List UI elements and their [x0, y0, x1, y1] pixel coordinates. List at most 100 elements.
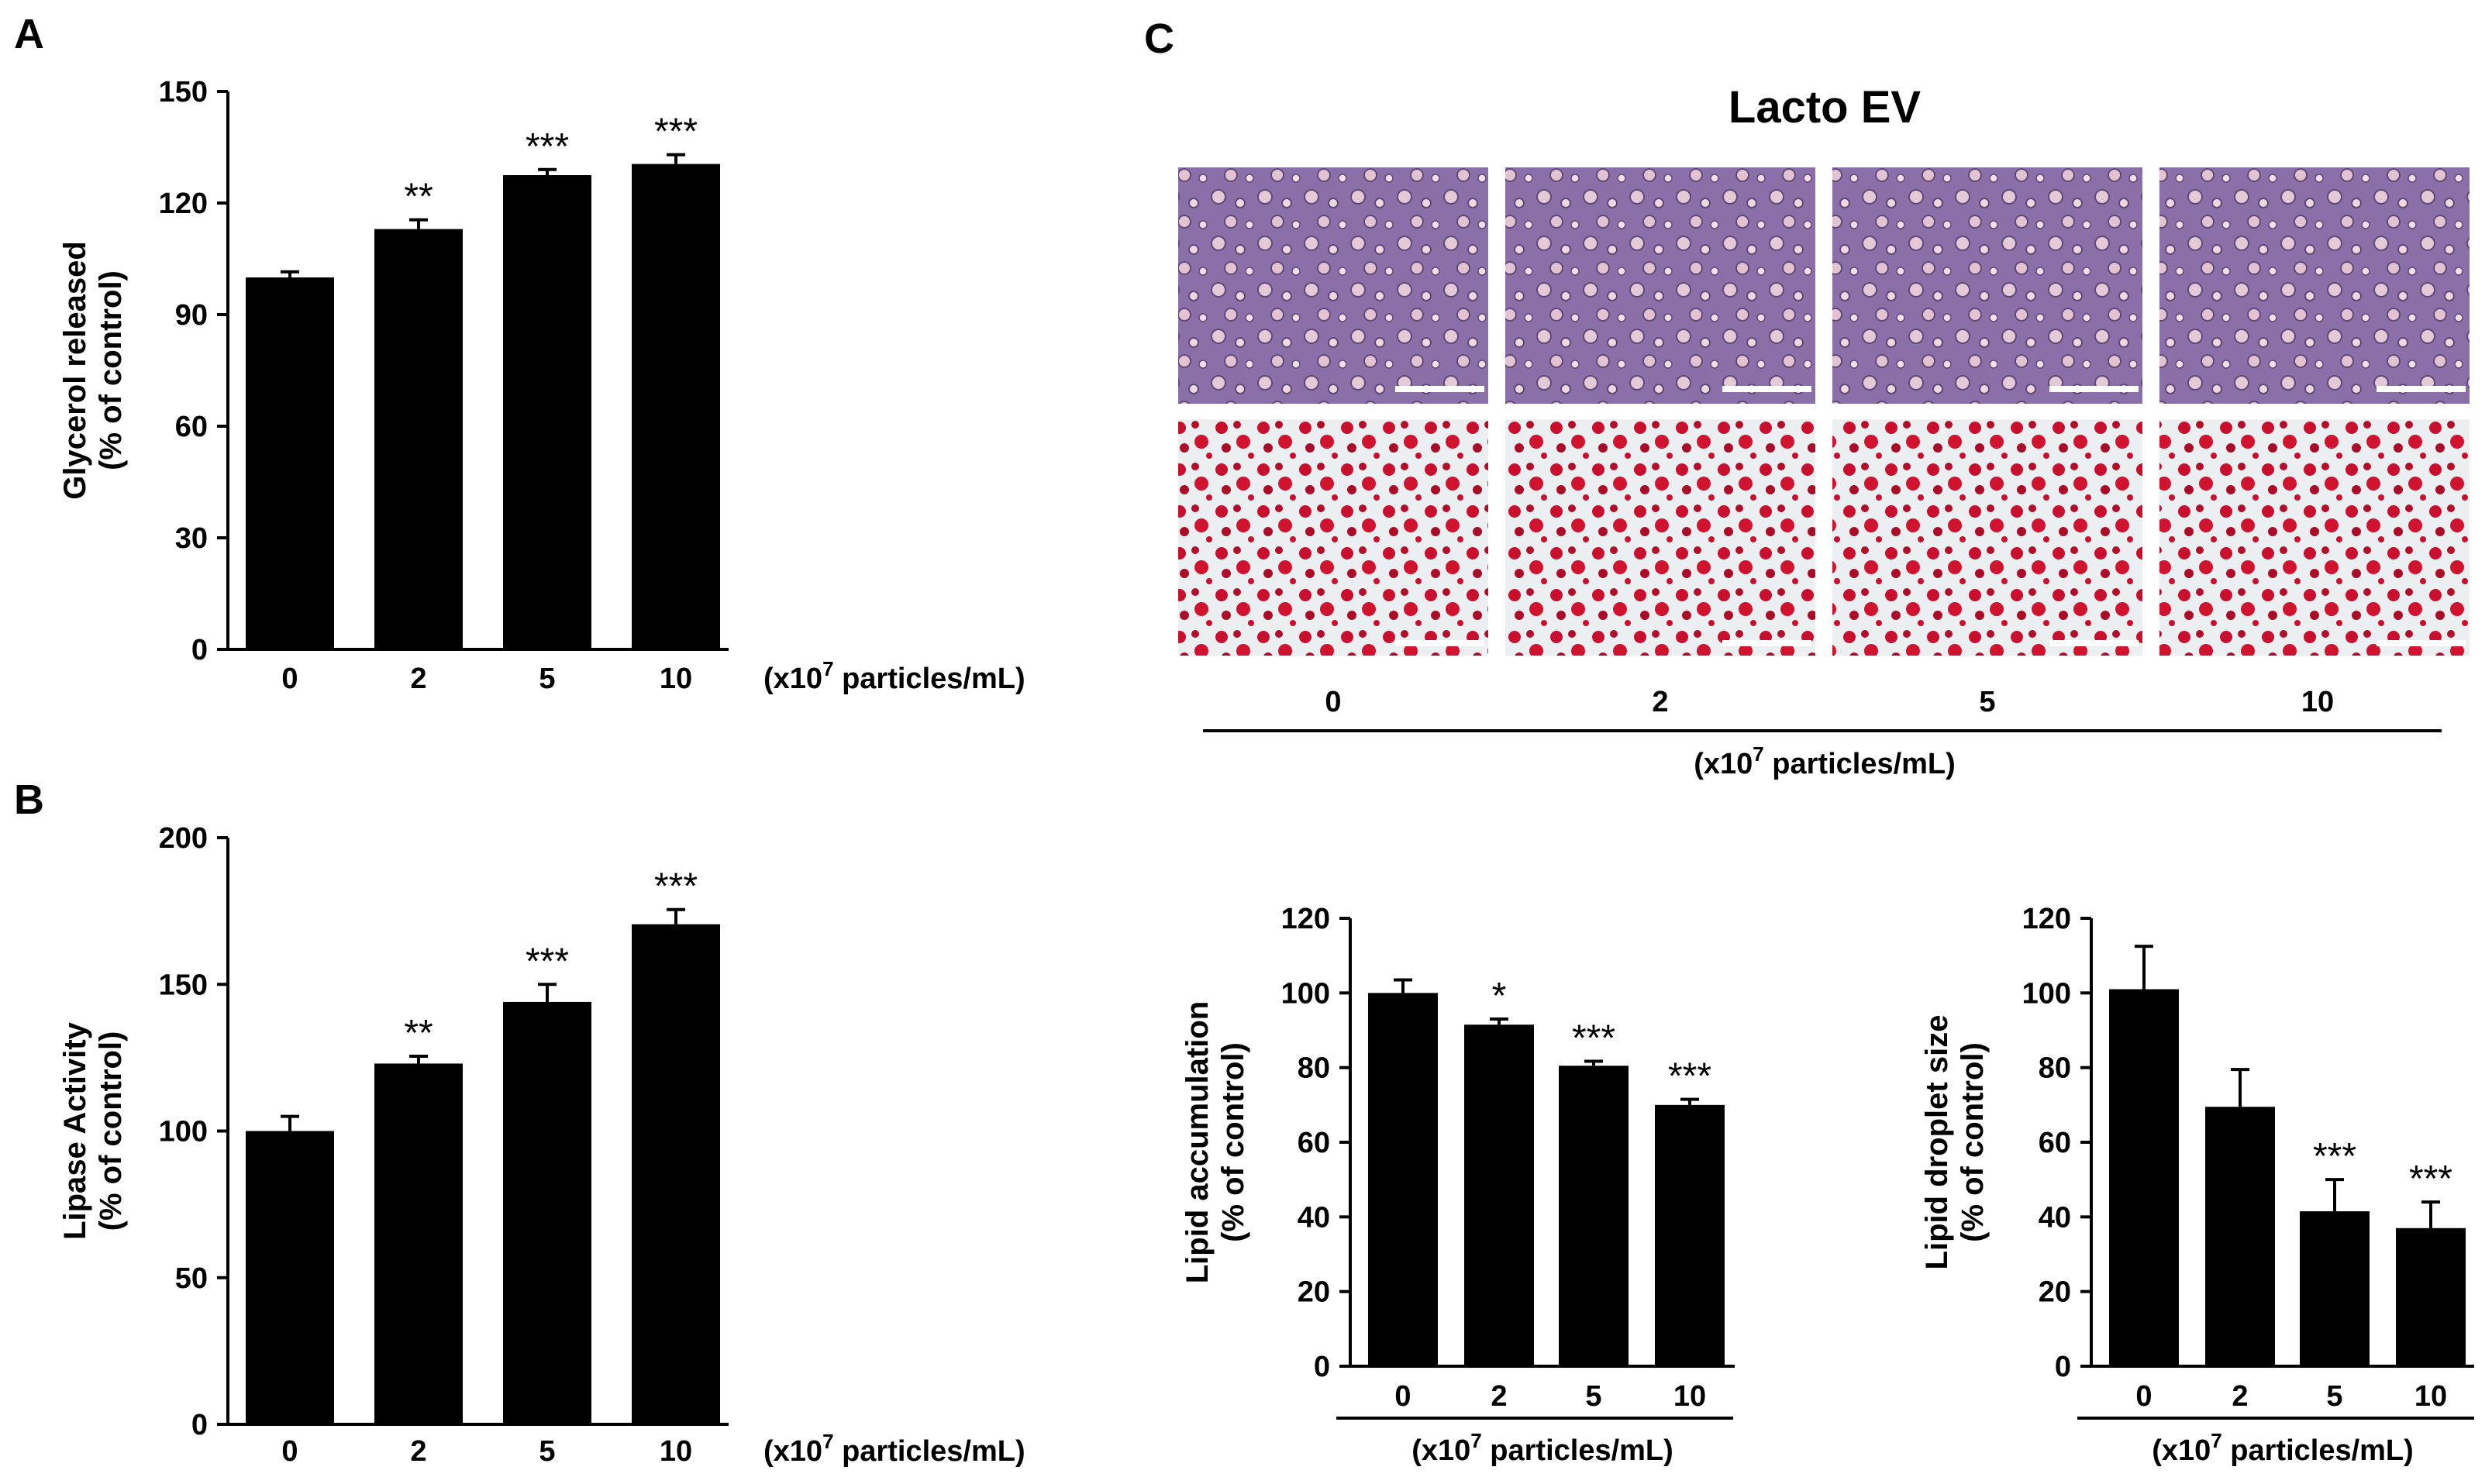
x-tick-label: 2 — [2232, 1380, 2248, 1413]
x-tick-label: 2 — [1491, 1380, 1507, 1413]
x-tick-label: 5 — [1585, 1380, 1601, 1413]
x-axis-unit-label: (x107 particles/mL) — [1411, 1429, 1673, 1467]
chart-c1: 0 20 40 60 80 100 120 0 * 2 *** 5 *** 10(x107 particl… — [1181, 903, 1735, 1467]
bar — [1655, 1104, 1725, 1366]
y-tick-label: 120 — [159, 188, 208, 220]
y-tick-label: 80 — [2039, 1052, 2071, 1085]
significance-label: ** — [404, 177, 433, 218]
micrograph-unit-label: (x107 particles/mL) — [1694, 742, 1956, 780]
y-tick-label: 0 — [1314, 1351, 1330, 1383]
x-tick-label: 0 — [281, 663, 298, 695]
significance-label: *** — [654, 866, 698, 907]
x-axis-unit-label: (x107 particles/mL) — [2152, 1429, 2414, 1467]
y-tick-label: 0 — [191, 1409, 208, 1441]
y-tick-label: 100 — [1281, 977, 1330, 1010]
y-axis-title: Lipid accumulation(% of control) — [1181, 1001, 1250, 1283]
micrograph-phase-5 — [1832, 167, 2142, 404]
significance-label: ** — [404, 1013, 433, 1054]
y-tick-label: 150 — [159, 969, 208, 1001]
y-tick-label: 120 — [1281, 903, 1330, 935]
chart-a: 0 30 60 90 120 150 0 ** 2 *** 5 *** 10 (x107 particle… — [58, 76, 1025, 695]
y-tick-label: 100 — [2022, 977, 2071, 1010]
x-tick-label: 10 — [1673, 1380, 1706, 1413]
chart-c2: 0 20 40 60 80 100 120 0 2 *** 5 *** 10(x107 particle… — [1920, 903, 2474, 1467]
bar — [2300, 1211, 2370, 1366]
significance-label: *** — [1668, 1056, 1711, 1097]
x-tick-label: 5 — [539, 663, 555, 695]
y-tick-label: 20 — [2039, 1276, 2071, 1309]
y-tick-label: 50 — [175, 1262, 208, 1295]
x-tick-label: 10 — [2414, 1380, 2447, 1413]
y-tick-label: 0 — [191, 634, 208, 666]
significance-label: *** — [526, 126, 569, 167]
bar — [503, 1001, 591, 1424]
significance-label: * — [1492, 976, 1507, 1017]
bar — [2109, 989, 2179, 1366]
micrograph-dose-axis: 0 2 5 10 (x107 particles/mL) — [1203, 686, 2442, 780]
micrograph-dose-5: 5 — [1979, 686, 1995, 718]
micrograph-title: Lacto EV — [1729, 82, 1921, 133]
x-tick-label: 0 — [2135, 1380, 2152, 1413]
x-tick-label: 5 — [2326, 1380, 2342, 1413]
y-tick-label: 150 — [159, 76, 208, 108]
y-tick-label: 90 — [175, 299, 208, 332]
bar — [632, 924, 720, 1424]
y-tick-label: 80 — [1298, 1052, 1330, 1085]
micrograph-phase-2 — [1505, 167, 1815, 404]
bar — [2205, 1107, 2275, 1366]
significance-label: *** — [2313, 1136, 2356, 1177]
y-tick-label: 0 — [2055, 1351, 2071, 1383]
significance-label: *** — [654, 112, 698, 153]
bar — [246, 1131, 334, 1424]
y-tick-label: 120 — [2022, 903, 2071, 935]
bar — [1464, 1024, 1534, 1366]
micrograph-dose-0: 0 — [1325, 686, 1341, 718]
x-tick-label: 2 — [410, 1435, 426, 1468]
x-tick-label: 5 — [539, 1435, 555, 1468]
y-axis-title: Lipid droplet size(% of control) — [1920, 1015, 1990, 1270]
micrograph-grid — [1178, 167, 2470, 656]
micrograph-oilred-10 — [2159, 419, 2470, 656]
micrograph-dose-10: 10 — [2301, 686, 2334, 718]
y-tick-label: 40 — [2039, 1201, 2071, 1234]
x-tick-label: 0 — [1394, 1380, 1411, 1413]
y-tick-label: 60 — [175, 411, 208, 443]
x-tick-label: 10 — [660, 663, 692, 695]
micrograph-dose-2: 2 — [1652, 686, 1668, 718]
micrograph-oilred-0 — [1178, 419, 1488, 656]
bar — [374, 229, 463, 650]
bar — [374, 1063, 463, 1424]
significance-label: *** — [526, 941, 569, 982]
x-tick-label: 0 — [281, 1435, 298, 1468]
y-axis-title: Glycerol released(% of control) — [58, 241, 128, 500]
significance-label: *** — [1572, 1017, 1615, 1059]
bar — [632, 164, 720, 650]
x-tick-label: 2 — [410, 663, 426, 695]
x-axis-unit-label: (x107 particles/mL) — [763, 1430, 1025, 1468]
micrograph-phase-0 — [1178, 167, 1488, 404]
y-tick-label: 30 — [175, 522, 208, 555]
bar — [503, 175, 591, 649]
micrograph-oilred-5 — [1832, 419, 2142, 656]
y-tick-label: 40 — [1298, 1201, 1330, 1234]
bar — [1559, 1066, 1629, 1366]
y-tick-label: 20 — [1298, 1276, 1330, 1309]
y-tick-label: 200 — [159, 822, 208, 855]
micrograph-phase-10 — [2159, 167, 2470, 404]
x-axis-unit-label: (x107 particles/mL) — [763, 657, 1025, 695]
bar — [2396, 1227, 2466, 1366]
y-axis-title: Lipase Activity(% of control) — [58, 1021, 128, 1240]
y-tick-label: 60 — [2039, 1127, 2071, 1159]
panel-label-a: A — [14, 11, 44, 57]
y-tick-label: 100 — [159, 1116, 208, 1148]
chart-b: 0 50 100 150 200 0 ** 2 *** 5 *** 10 (x107 particles… — [58, 822, 1025, 1468]
micrograph-oilred-2 — [1505, 419, 1815, 656]
bar — [1368, 993, 1438, 1366]
panel-label-b: B — [14, 776, 44, 823]
significance-label: *** — [2409, 1159, 2452, 1200]
bar — [246, 277, 334, 649]
y-tick-label: 60 — [1298, 1127, 1330, 1159]
panel-label-c: C — [1144, 15, 1174, 62]
